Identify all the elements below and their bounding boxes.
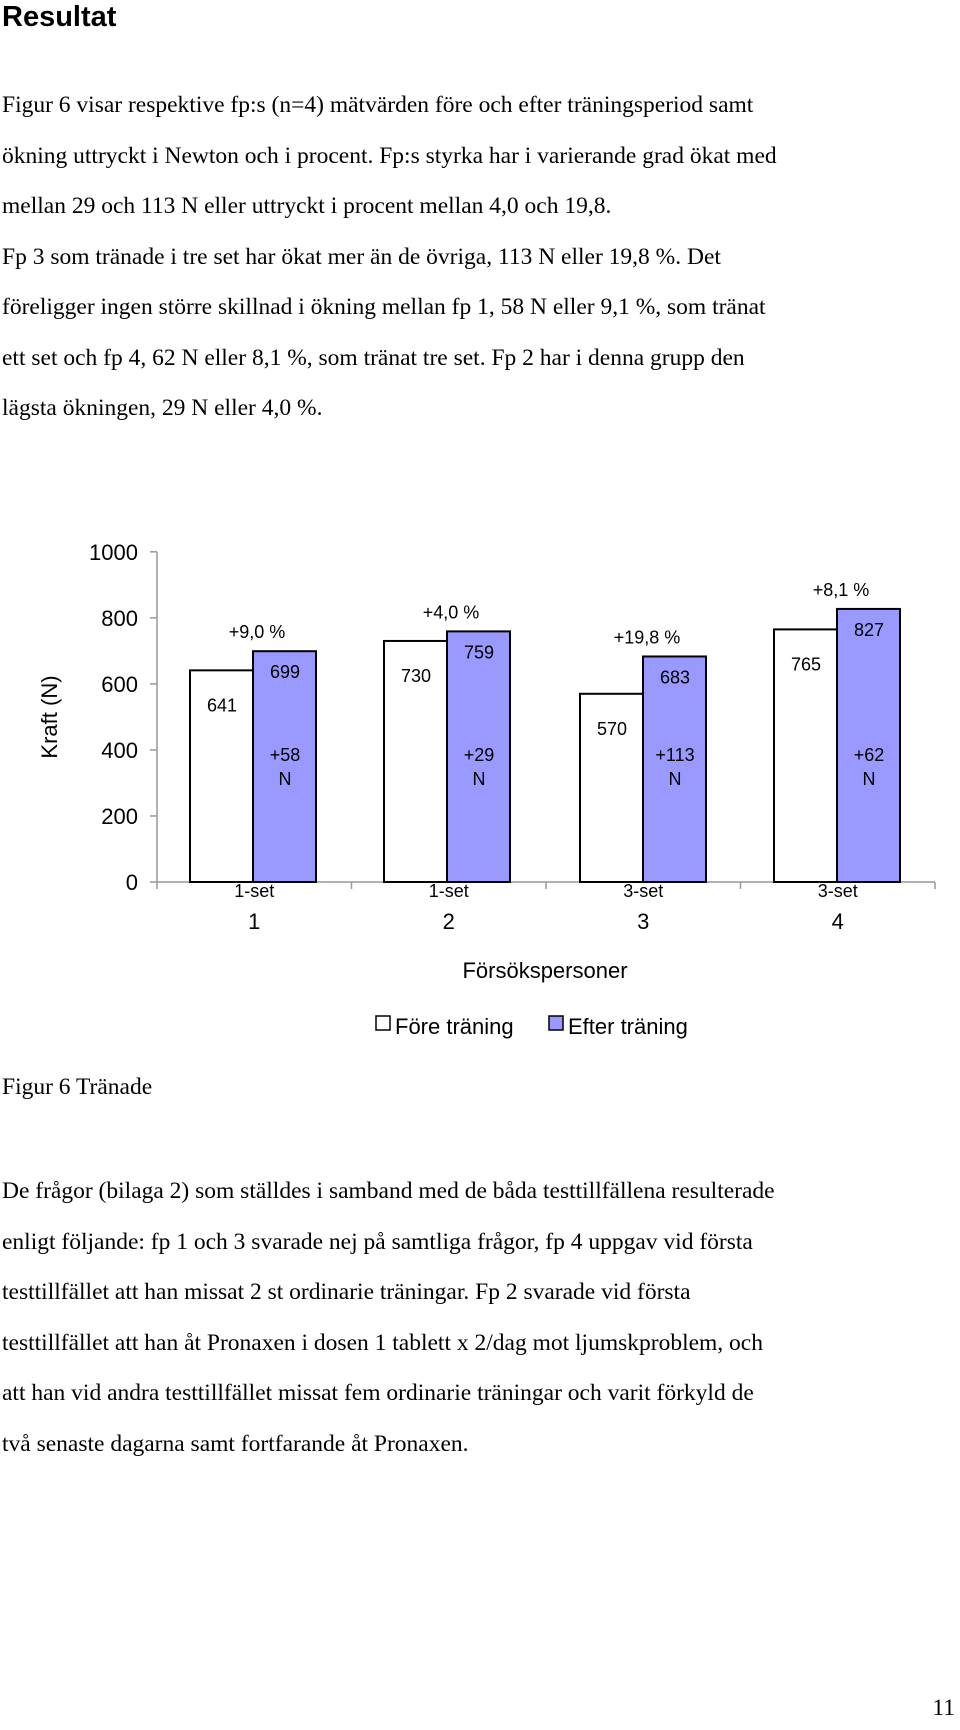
results-paragraph: Figur 6 visar respektive fp:s (n=4) mätv… [2, 80, 957, 434]
figure-caption: Figur 6 Tränade [2, 1074, 153, 1100]
bar-after-training [836, 607, 901, 884]
bar-before-training [383, 639, 448, 884]
increase-label: +29 [464, 745, 495, 765]
paragraph-line: ett set och fp 4, 62 N eller 8,1 %, som … [2, 344, 745, 371]
set-label: 1-set [429, 881, 469, 901]
x-tick-label: 3 [637, 909, 649, 934]
data-label-before: 570 [597, 719, 627, 739]
bar-after-training [252, 650, 317, 883]
data-label-before: 641 [207, 695, 237, 715]
bar-after-training [446, 630, 511, 883]
data-label-before: 765 [791, 654, 821, 674]
percent-increase-label: +8,1 % [813, 580, 870, 600]
y-tick-label: 600 [101, 672, 138, 697]
paragraph-line: testtillfället att han missat 2 st ordin… [2, 1279, 691, 1305]
data-label-after: 827 [854, 620, 884, 640]
legend-label-before: Före träning [395, 1014, 514, 1039]
paragraph-line: enligt följande: fp 1 och 3 svarade nej … [2, 1228, 753, 1255]
x-tick-label: 1 [248, 909, 260, 934]
data-label-after: 759 [464, 642, 494, 662]
percent-increase-label: +4,0 % [423, 602, 480, 622]
increase-unit-label: N [669, 769, 682, 789]
strength-bar-chart: 0 200 400 600 800 1000 Kraft (N) 641 699 +9,0 % +5… [37, 540, 936, 1039]
paragraph-line: föreligger ingen större skillnad i öknin… [2, 294, 766, 320]
set-label: 3-set [818, 881, 858, 901]
x-tick-label: 4 [832, 909, 844, 934]
x-axis-title: Försökspersoner [462, 958, 627, 983]
paragraph-line: Figur 6 visar respektive fp:s (n=4) mätv… [2, 92, 754, 118]
percent-increase-label: +19,8 % [614, 627, 681, 647]
legend-swatch-before [375, 1015, 391, 1031]
x-tick-label: 2 [443, 909, 455, 934]
y-tick-label: 400 [101, 738, 138, 763]
bar-after-training [642, 655, 707, 883]
increase-label: +58 [270, 745, 301, 765]
y-tick-label: 1000 [89, 540, 138, 565]
paragraph-line: mellan 29 och 113 N eller uttryckt i pro… [2, 193, 612, 219]
percent-increase-label: +9,0 % [229, 622, 286, 642]
increase-unit-label: N [473, 769, 486, 789]
legend-label-after: Efter träning [568, 1014, 688, 1039]
data-label-before: 730 [401, 666, 431, 686]
bar-before-training [579, 692, 644, 883]
legend-swatch-after [548, 1015, 564, 1031]
y-tick-label: 800 [101, 606, 138, 631]
increase-label: +62 [854, 745, 885, 765]
page-number: 11 [932, 1695, 955, 1721]
section-heading: Resultat [2, 1, 117, 33]
questionnaire-paragraph: De frågor (bilaga 2) som ställdes i samb… [2, 1166, 957, 1469]
paragraph-line: ökning uttryckt i Newton och i procent. … [2, 142, 777, 169]
y-axis-title: Kraft (N) [37, 675, 62, 758]
data-label-after: 699 [270, 662, 300, 682]
increase-unit-label: N [279, 769, 292, 789]
increase-label: +113 [655, 745, 694, 765]
set-label: 1-set [234, 881, 274, 901]
increase-unit-label: N [863, 769, 876, 789]
set-label: 3-set [623, 881, 663, 901]
y-tick-label: 0 [126, 870, 138, 895]
paragraph-line: att han vid andra testtillfället missat … [2, 1380, 754, 1406]
bar-before-training [773, 628, 838, 883]
paragraph-line: testtillfället att han åt Pronaxen i dos… [2, 1329, 763, 1356]
paragraph-line: lägsta ökningen, 29 N eller 4,0 %. [2, 395, 323, 421]
paragraph-line: två senaste dagarna samt fortfarande åt … [2, 1430, 469, 1457]
y-tick-label: 200 [101, 804, 138, 829]
paragraph-line: Fp 3 som tränade i tre set har ökat mer … [2, 243, 721, 270]
data-label-after: 683 [660, 667, 690, 687]
paragraph-line: De frågor (bilaga 2) som ställdes i samb… [2, 1178, 775, 1204]
